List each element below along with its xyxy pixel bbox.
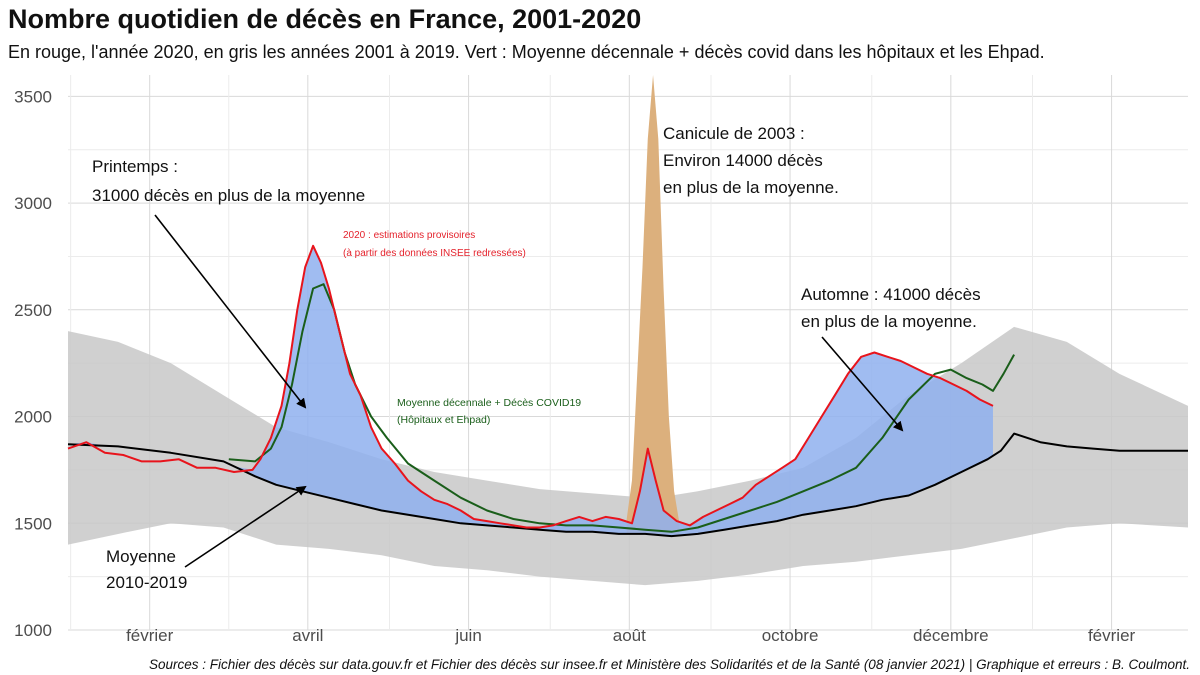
annotation-arrows [154,214,904,568]
annotation-covid-line: Moyenne décennale + Décès COVID19 (Hôpit… [397,397,581,426]
annotation-spring: Printemps : 31000 décès en plus de la mo… [92,157,365,205]
arrow-autumn [821,336,904,432]
y-tick-label: 1000 [14,621,52,640]
chart-caption: Sources : Fichier des décès sur data.gou… [148,657,1190,672]
annotation-provisional: 2020 : estimations provisoires (à partir… [343,230,526,259]
annotation-heatwave-line3: en plus de la moyenne. [663,178,839,197]
x-tick-label: février [126,626,174,645]
annotation-spring-line2: 31000 décès en plus de la moyenne [92,186,365,205]
x-tick-label: décembre [913,626,989,645]
chart-title: Nombre quotidien de décès en France, 200… [8,4,642,34]
x-tick-label: février [1088,626,1136,645]
arrow-average [184,485,307,568]
annotation-heatwave-line2: Environ 14000 décès [663,151,823,170]
heatwave-spike [626,75,680,534]
series-lines [67,244,1188,538]
annotation-heatwave: Canicule de 2003 : Environ 14000 décès e… [663,124,839,197]
annotation-average: Moyenne 2010-2019 [106,547,187,592]
x-axis-ticks: février avril juin août octobre décembre févri… [126,626,1135,645]
past-years-area [68,326,1188,586]
annotation-average-line1: Moyenne [106,547,176,566]
y-tick-label: 3000 [14,194,52,213]
x-tick-label: octobre [762,626,819,645]
y-tick-label: 2500 [14,301,52,320]
annotation-provisional-line2: (à partir des données INSEE redressées) [343,248,526,259]
excess-fill [68,245,993,536]
x-tick-label: juin [454,626,481,645]
y-tick-label: 1500 [14,514,52,533]
annotation-autumn: Automne : 41000 décès en plus de la moye… [801,285,981,331]
y-tick-label: 2000 [14,408,52,427]
average-line [67,432,1188,538]
annotation-average-line2: 2010-2019 [106,573,187,592]
year-2020-line [67,244,994,529]
covid-average-line [228,283,1015,533]
past-years-band [68,75,1188,586]
x-tick-label: avril [292,626,323,645]
y-tick-label: 3500 [14,87,52,106]
annotation-covid-line1: Moyenne décennale + Décès COVID19 [397,397,581,409]
annotation-spring-line1: Printemps : [92,157,178,176]
chart-subtitle: En rouge, l'année 2020, en gris les anné… [8,42,1045,62]
annotation-autumn-line1: Automne : 41000 décès [801,285,981,304]
y-axis-ticks: 1000 1500 2000 2500 3000 3500 [14,87,52,640]
annotation-heatwave-line1: Canicule de 2003 : [663,124,805,143]
excess-area [68,245,993,536]
annotation-provisional-line1: 2020 : estimations provisoires [343,230,475,241]
arrow-spring [154,214,307,409]
annotation-covid-line2: (Hôpitaux et Ehpad) [397,414,490,426]
annotation-autumn-line2: en plus de la moyenne. [801,312,977,331]
x-tick-label: août [613,626,646,645]
